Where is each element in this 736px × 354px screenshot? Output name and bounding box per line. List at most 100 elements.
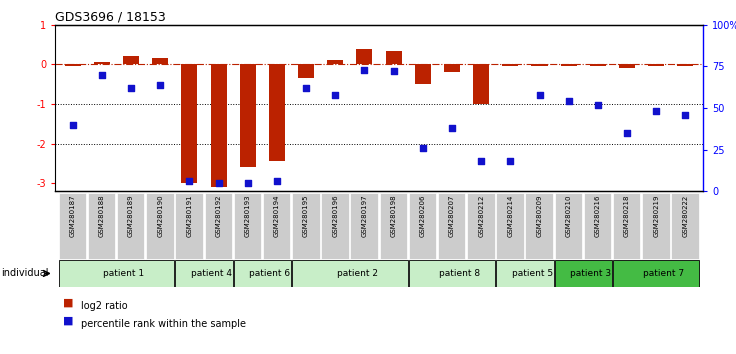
Point <box>388 69 400 74</box>
FancyBboxPatch shape <box>234 193 261 259</box>
Text: GSM280190: GSM280190 <box>158 195 163 237</box>
Text: patient 7: patient 7 <box>643 269 684 278</box>
Bar <box>356 48 372 64</box>
FancyBboxPatch shape <box>555 260 612 287</box>
Point <box>242 180 254 185</box>
Point <box>213 180 224 185</box>
Bar <box>531 64 548 66</box>
Point <box>417 145 428 151</box>
Point <box>155 82 166 87</box>
Text: ■: ■ <box>63 298 73 308</box>
Bar <box>386 51 402 64</box>
FancyBboxPatch shape <box>613 260 699 287</box>
Text: GSM280187: GSM280187 <box>70 195 76 237</box>
Text: GSM280210: GSM280210 <box>566 195 572 237</box>
Text: GSM280214: GSM280214 <box>507 195 513 237</box>
Text: patient 1: patient 1 <box>103 269 144 278</box>
Point <box>563 98 575 104</box>
FancyBboxPatch shape <box>496 193 524 259</box>
Text: GSM280209: GSM280209 <box>537 195 542 237</box>
Bar <box>269 64 285 161</box>
FancyBboxPatch shape <box>408 193 436 259</box>
FancyBboxPatch shape <box>205 193 232 259</box>
Bar <box>152 58 169 64</box>
Bar <box>65 64 81 66</box>
FancyBboxPatch shape <box>438 193 465 259</box>
FancyBboxPatch shape <box>146 193 174 259</box>
Bar <box>181 64 197 183</box>
Bar <box>677 64 693 66</box>
Text: patient 4: patient 4 <box>191 269 232 278</box>
FancyBboxPatch shape <box>526 193 553 259</box>
FancyBboxPatch shape <box>322 193 349 259</box>
Point <box>651 108 662 114</box>
FancyBboxPatch shape <box>467 193 495 259</box>
Bar <box>502 64 518 66</box>
Text: GSM280194: GSM280194 <box>274 195 280 237</box>
Point <box>358 67 370 73</box>
Text: ■: ■ <box>63 315 73 325</box>
FancyBboxPatch shape <box>234 260 291 287</box>
Bar <box>415 64 431 84</box>
FancyBboxPatch shape <box>584 193 612 259</box>
Text: percentile rank within the sample: percentile rank within the sample <box>81 319 246 329</box>
Point <box>271 178 283 184</box>
Bar <box>240 64 256 167</box>
FancyBboxPatch shape <box>292 193 319 259</box>
Bar <box>619 64 635 68</box>
Text: GSM280196: GSM280196 <box>332 195 339 237</box>
Point <box>330 92 342 97</box>
Bar <box>94 62 110 64</box>
FancyBboxPatch shape <box>555 193 582 259</box>
Text: patient 2: patient 2 <box>336 269 378 278</box>
Text: GSM280191: GSM280191 <box>186 195 192 237</box>
Text: GSM280212: GSM280212 <box>478 195 484 237</box>
FancyBboxPatch shape <box>175 260 233 287</box>
Text: GSM280206: GSM280206 <box>420 195 426 237</box>
Bar <box>123 57 139 64</box>
Point <box>475 158 487 164</box>
Text: GSM280192: GSM280192 <box>216 195 222 237</box>
Bar <box>561 64 577 66</box>
Point <box>67 122 79 127</box>
Text: GSM280216: GSM280216 <box>595 195 601 237</box>
Text: GSM280222: GSM280222 <box>682 195 688 237</box>
Text: GSM280198: GSM280198 <box>391 195 397 237</box>
Point <box>621 130 633 136</box>
Text: GDS3696 / 18153: GDS3696 / 18153 <box>55 11 166 24</box>
Text: patient 3: patient 3 <box>570 269 611 278</box>
FancyBboxPatch shape <box>643 193 670 259</box>
Text: GSM280218: GSM280218 <box>624 195 630 237</box>
Text: GSM280189: GSM280189 <box>128 195 134 237</box>
FancyBboxPatch shape <box>175 193 203 259</box>
Point <box>534 92 545 97</box>
Text: individual: individual <box>1 268 49 279</box>
FancyBboxPatch shape <box>59 260 174 287</box>
FancyBboxPatch shape <box>613 193 640 259</box>
Text: patient 8: patient 8 <box>439 269 480 278</box>
Text: log2 ratio: log2 ratio <box>81 301 127 311</box>
FancyBboxPatch shape <box>671 193 698 259</box>
Bar <box>328 59 343 64</box>
FancyBboxPatch shape <box>263 193 290 259</box>
Point <box>96 72 107 78</box>
Bar <box>298 64 314 78</box>
Point <box>446 125 458 131</box>
Point <box>592 102 604 108</box>
Bar <box>648 64 664 66</box>
Bar <box>210 64 227 187</box>
Bar <box>444 64 460 72</box>
FancyBboxPatch shape <box>350 193 378 259</box>
Point <box>504 158 516 164</box>
Bar <box>473 64 489 104</box>
Bar <box>590 64 606 66</box>
Text: GSM280193: GSM280193 <box>245 195 251 237</box>
Point <box>183 178 195 184</box>
Point <box>300 85 312 91</box>
FancyBboxPatch shape <box>59 193 86 259</box>
Text: patient 5: patient 5 <box>512 269 553 278</box>
Text: GSM280195: GSM280195 <box>303 195 309 237</box>
Text: GSM280219: GSM280219 <box>654 195 659 237</box>
FancyBboxPatch shape <box>380 193 407 259</box>
FancyBboxPatch shape <box>408 260 495 287</box>
